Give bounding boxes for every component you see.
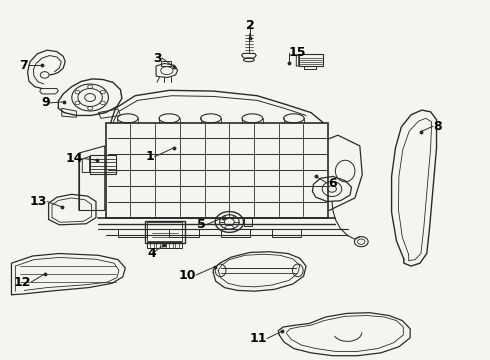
Text: 15: 15 xyxy=(289,46,306,59)
Text: 9: 9 xyxy=(41,96,49,109)
Text: 12: 12 xyxy=(14,276,31,289)
Text: 11: 11 xyxy=(249,332,267,345)
Bar xyxy=(169,243,172,248)
Text: 5: 5 xyxy=(197,218,206,231)
Bar xyxy=(156,243,160,248)
Text: 4: 4 xyxy=(148,247,156,260)
Bar xyxy=(220,229,250,237)
Bar xyxy=(169,229,198,237)
Text: 10: 10 xyxy=(179,269,196,282)
Text: 8: 8 xyxy=(433,120,442,133)
Text: 13: 13 xyxy=(30,195,47,208)
Bar xyxy=(147,242,182,248)
Bar xyxy=(90,154,117,174)
Bar xyxy=(175,243,179,248)
Bar xyxy=(299,54,323,66)
Text: 3: 3 xyxy=(153,51,162,64)
Text: 1: 1 xyxy=(146,150,155,163)
Bar xyxy=(145,221,185,243)
Text: 7: 7 xyxy=(19,59,27,72)
Bar xyxy=(150,243,154,248)
Bar xyxy=(244,219,252,226)
Bar xyxy=(147,222,182,241)
Text: 6: 6 xyxy=(328,177,337,190)
Bar xyxy=(162,243,166,248)
Text: 14: 14 xyxy=(65,152,83,165)
Text: 2: 2 xyxy=(245,19,254,32)
Bar xyxy=(118,229,147,237)
Bar xyxy=(272,229,301,237)
Bar xyxy=(161,60,171,66)
